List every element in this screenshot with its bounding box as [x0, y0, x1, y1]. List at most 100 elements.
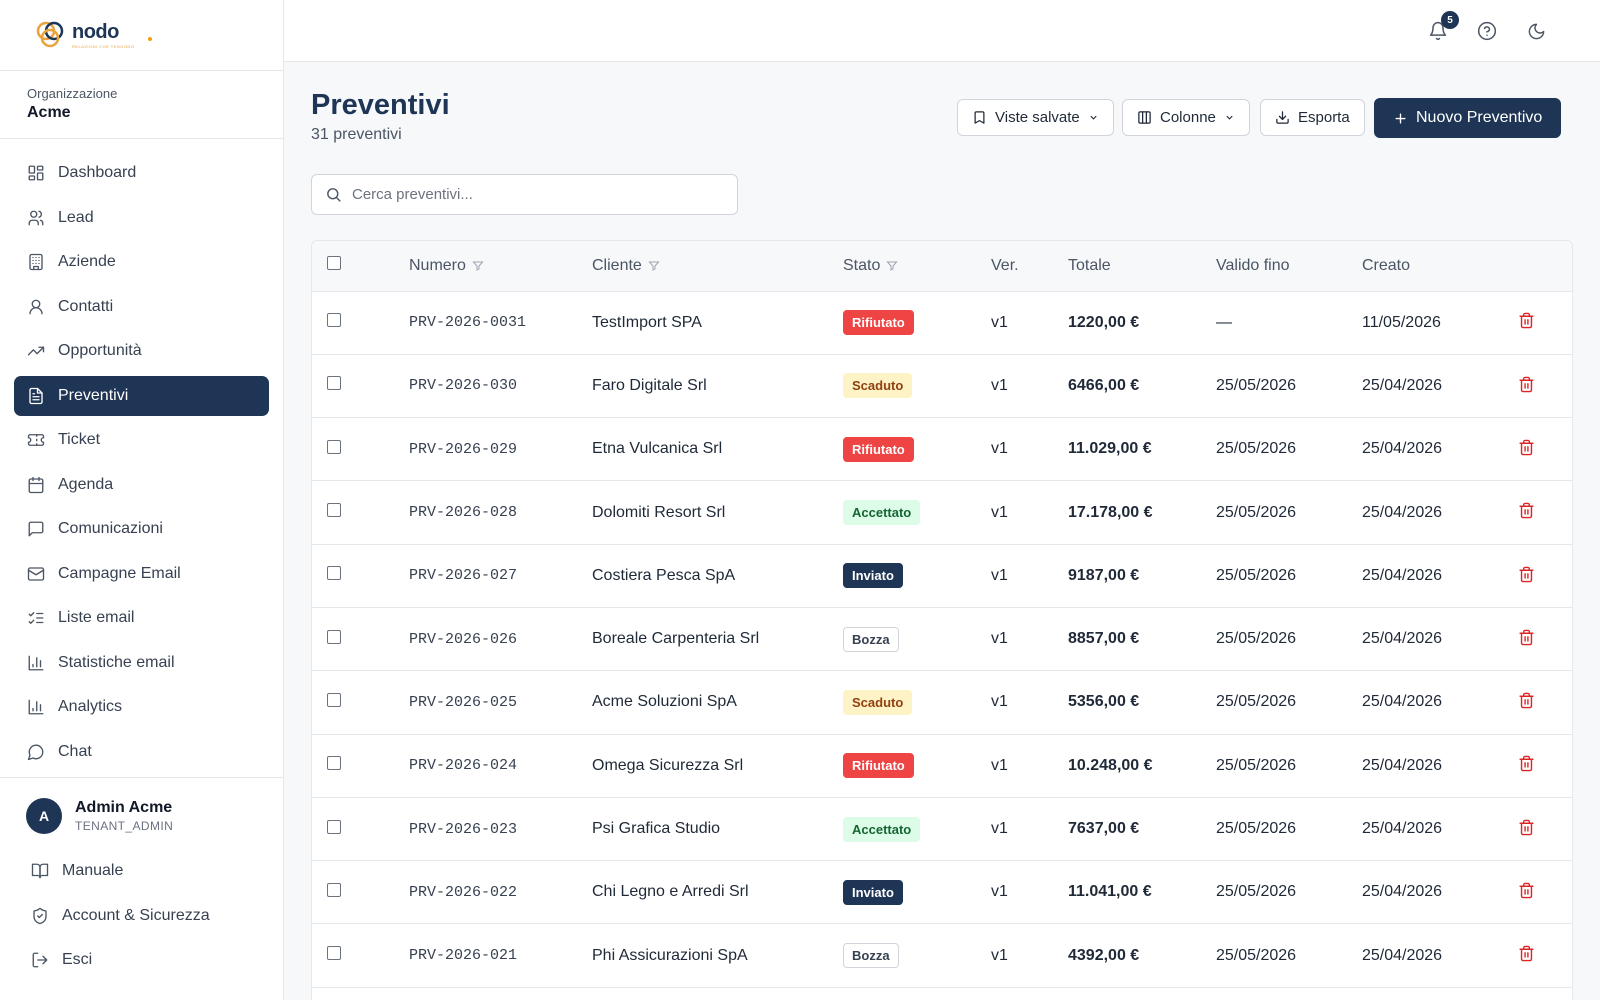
columns-button[interactable]: Colonne	[1122, 99, 1250, 136]
table-row[interactable]: PRV-2026-028 Dolomiti Resort Srl Accettato…	[312, 480, 1572, 545]
cell-numero[interactable]: PRV-2026-028	[409, 480, 592, 545]
table-row[interactable]: PRV-2026-023 Psi Grafica Studio Accettato v…	[312, 797, 1572, 862]
new-quote-button[interactable]: Nuovo Preventivo	[1374, 98, 1562, 138]
row-checkbox[interactable]	[327, 566, 341, 581]
cell-numero[interactable]: PRV-2026-0031	[409, 291, 592, 355]
delete-button[interactable]	[1516, 311, 1536, 331]
cell-ver: v1	[991, 860, 1068, 925]
cell-numero[interactable]: PRV-2026-026	[409, 607, 592, 672]
cell-stato: Scaduto	[843, 670, 991, 735]
sidebar-item-chat[interactable]: Chat	[14, 732, 269, 772]
row-checkbox[interactable]	[327, 439, 341, 454]
row-checkbox[interactable]	[327, 756, 341, 771]
table-row[interactable]: PRV-2026-024 Omega Sicurezza Srl Rifiutato…	[312, 734, 1572, 798]
filter-icon[interactable]	[886, 260, 898, 272]
sidebar-item-aziende[interactable]: Aziende	[14, 242, 269, 282]
header-stato-label: Stato	[843, 256, 881, 274]
sidebar-item-liste-email[interactable]: Liste email	[14, 598, 269, 638]
sidebar-item-lead[interactable]: Lead	[14, 198, 269, 238]
org-name: Acme	[27, 104, 71, 121]
search-input[interactable]	[352, 186, 712, 203]
cell-numero[interactable]: PRV-2026-024	[409, 734, 592, 798]
filter-icon[interactable]	[648, 260, 660, 272]
row-checkbox[interactable]	[327, 503, 341, 518]
status-badge: Bozza	[843, 626, 899, 652]
delete-button[interactable]	[1516, 374, 1536, 394]
header-cliente[interactable]: Cliente	[592, 241, 843, 292]
cell-numero[interactable]: PRV-2026-030	[409, 354, 592, 419]
cell-creato: 25/04/2026	[1362, 670, 1516, 735]
user-link-manuale[interactable]: Manuale	[18, 851, 284, 891]
delete-button[interactable]	[1516, 881, 1536, 901]
delete-button[interactable]	[1516, 564, 1536, 584]
delete-button[interactable]	[1516, 627, 1536, 647]
cell-creato: 11/05/2026	[1362, 291, 1516, 355]
sidebar-item-statistiche-email[interactable]: Statistiche email	[14, 643, 269, 683]
cell-totale: 17.178,00 €	[1068, 480, 1216, 545]
cell-numero[interactable]: PRV-2026-022	[409, 860, 592, 925]
table-row[interactable]: PRV-2026-021 Phi Assicurazioni SpA Bozza v1…	[312, 923, 1572, 988]
sidebar-item-ticket[interactable]: Ticket	[14, 420, 269, 460]
user-profile[interactable]: A Admin Acme TENANT_ADMIN	[0, 778, 284, 834]
export-button[interactable]: Esporta	[1260, 99, 1365, 136]
row-checkbox[interactable]	[327, 313, 341, 328]
cell-numero[interactable]: PRV-2026-025	[409, 670, 592, 735]
select-all-checkbox[interactable]	[327, 256, 341, 271]
filter-icon[interactable]	[472, 260, 484, 272]
logo[interactable]: nodo RELAZIONI CHE TENGONO	[0, 0, 283, 71]
sidebar-item-opportunit-[interactable]: Opportunità	[14, 331, 269, 371]
sidebar-item-analytics[interactable]: Analytics	[14, 687, 269, 727]
saved-views-button[interactable]: Viste salvate	[957, 99, 1114, 136]
cell-valido: 25/05/2026	[1216, 923, 1362, 988]
sidebar-item-preventivi[interactable]: Preventivi	[14, 375, 269, 416]
table-row[interactable]: PRV-2026-029 Etna Vulcanica Srl Rifiutato v…	[312, 417, 1572, 482]
table-row[interactable]: PRV-2026-025 Acme Soluzioni SpA Scaduto v1 5…	[312, 670, 1572, 735]
row-checkbox[interactable]	[327, 946, 341, 961]
delete-button[interactable]	[1516, 944, 1536, 964]
row-checkbox[interactable]	[327, 376, 341, 391]
row-checkbox[interactable]	[327, 629, 341, 644]
table-row[interactable]: PRV-2026-030 Faro Digitale Srl Scaduto v1 64…	[312, 354, 1572, 419]
table-row[interactable]: PRV-2026-027 Costiera Pesca SpA Inviato v1 9…	[312, 544, 1572, 608]
delete-button[interactable]	[1516, 691, 1536, 711]
theme-toggle-button[interactable]	[1525, 20, 1547, 42]
cell-cliente: Omega Sicurezza Srl	[592, 734, 843, 798]
sidebar-item-campagne-email[interactable]: Campagne Email	[14, 554, 269, 594]
notifications-button[interactable]: 5	[1427, 11, 1459, 42]
row-checkbox[interactable]	[327, 692, 341, 707]
sidebar-item-label: Chat	[58, 742, 92, 760]
table-row[interactable]: PRV-2026-022 Chi Legno e Arredi Srl Inviat…	[312, 860, 1572, 925]
cell-ver: v1	[991, 734, 1068, 798]
sidebar-item-contatti[interactable]: Contatti	[14, 287, 269, 327]
trash-icon	[1518, 566, 1534, 582]
header-numero[interactable]: Numero	[409, 241, 592, 292]
sidebar-item-agenda[interactable]: Agenda	[14, 465, 269, 505]
cell-numero[interactable]: PRV-2026-023	[409, 797, 592, 862]
cell-totale: 8857,00 €	[1068, 607, 1216, 672]
delete-button[interactable]	[1516, 817, 1536, 837]
table-row[interactable]: PRV-2026-0031 TestImport SPA Rifiutato v1 12…	[312, 291, 1572, 355]
row-checkbox[interactable]	[327, 882, 341, 897]
cell-actions	[1516, 417, 1572, 482]
row-checkbox[interactable]	[327, 819, 341, 834]
cell-valido: 25/05/2026	[1216, 860, 1362, 925]
user-link-account-sicurezza[interactable]: Account & Sicurezza	[18, 896, 284, 936]
delete-button[interactable]	[1516, 501, 1536, 521]
user-link-esci[interactable]: Esci	[18, 940, 284, 980]
cell-numero[interactable]: PRV-2026-027	[409, 544, 592, 608]
sidebar-item-dashboard[interactable]: Dashboard	[14, 153, 269, 193]
chevron-down-icon	[1224, 112, 1235, 123]
help-button[interactable]	[1476, 20, 1498, 42]
shield-icon	[31, 907, 49, 925]
table-row[interactable]: PRV-2026-026 Boreale Carpenteria Srl Bozza…	[312, 607, 1572, 672]
delete-button[interactable]	[1516, 754, 1536, 774]
cell-numero[interactable]: PRV-2026-021	[409, 923, 592, 988]
cell-numero[interactable]: PRV-2026-029	[409, 417, 592, 482]
cell-valido: 25/05/2026	[1216, 417, 1362, 482]
cell-actions	[1516, 923, 1572, 988]
organization-selector[interactable]: Organizzazione Acme	[0, 71, 283, 139]
header-stato[interactable]: Stato	[843, 241, 991, 292]
sidebar-item-comunicazioni[interactable]: Comunicazioni	[14, 509, 269, 549]
delete-button[interactable]	[1516, 437, 1536, 457]
sidebar-item-label: Analytics	[58, 698, 123, 715]
